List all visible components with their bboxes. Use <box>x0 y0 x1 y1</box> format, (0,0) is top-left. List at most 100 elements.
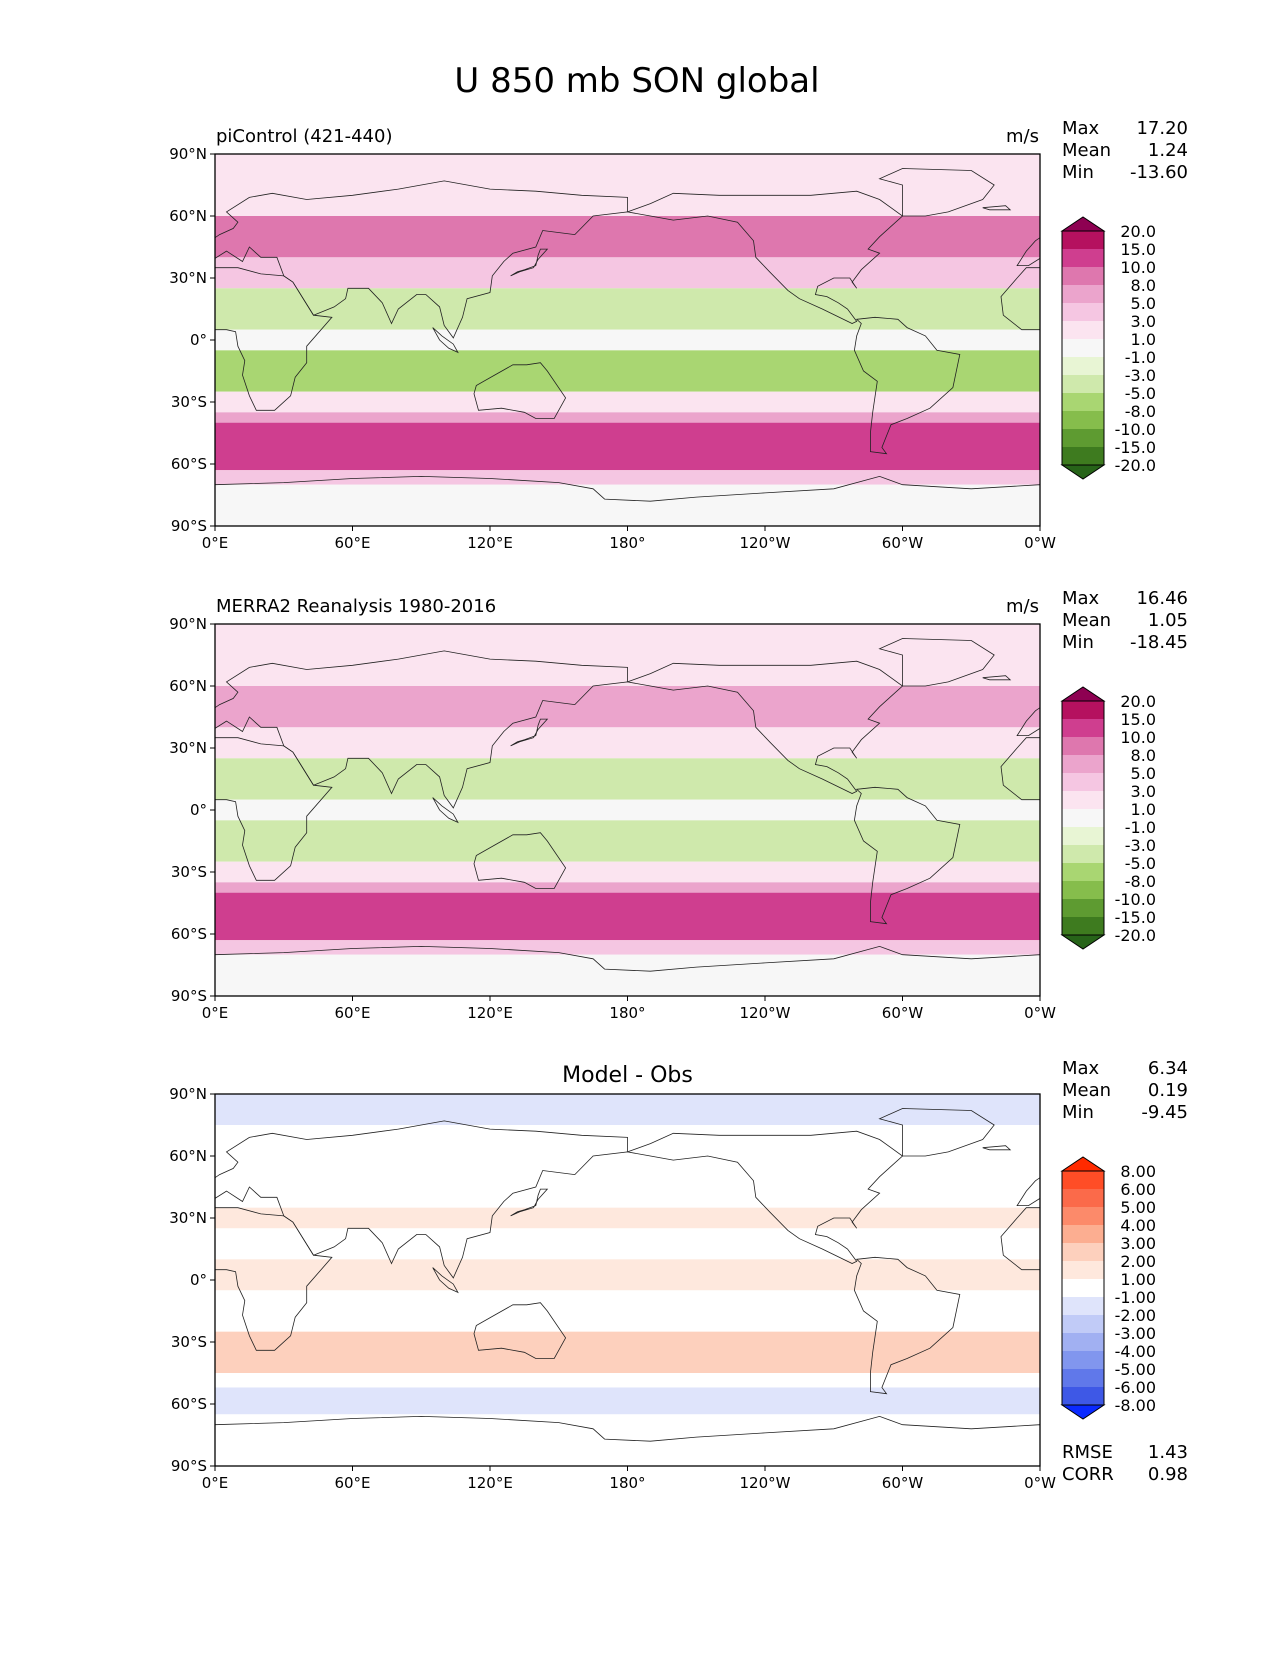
colorbar-segment <box>1062 827 1104 845</box>
field-band <box>215 1290 1040 1332</box>
coastline <box>432 1267 459 1294</box>
footer-stat-value: 0.98 <box>1148 1464 1188 1485</box>
y-tick-label: 90°N <box>169 1085 207 1103</box>
colorbar-label: 3.0 <box>1131 312 1156 331</box>
y-tick-label: 30°S <box>171 1333 207 1351</box>
panel-title: MERRA2 Reanalysis 1980-2016 <box>216 596 496 617</box>
colorbar: 8.006.005.004.003.002.001.00-1.00-2.00-3… <box>1060 1156 1156 1420</box>
x-tick-label: 180° <box>609 1004 645 1022</box>
field-band <box>215 1331 1040 1373</box>
colorbar-segment <box>1062 917 1104 935</box>
y-tick-label: 90°N <box>169 615 207 633</box>
y-tick-label: 30°N <box>169 1209 207 1227</box>
colorbar-label: -15.0 <box>1115 908 1156 927</box>
x-tick-label: 60°E <box>334 1004 370 1022</box>
colorbar-segment <box>1062 899 1104 917</box>
panel-1: 0°E 60°E 120°E 180° 120°W 60°W 0°W 90°N 60°N 30°N… <box>29 118 1188 552</box>
colorbar-label: -15.0 <box>1115 438 1156 457</box>
field-band <box>215 1387 1040 1415</box>
coastline <box>432 797 459 824</box>
figure-title: U 850 mb SON global <box>454 61 819 101</box>
colorbar-segment <box>1062 755 1104 773</box>
panel-title: piControl (421-440) <box>216 126 392 147</box>
x-tick-label: 0°W <box>1024 1474 1056 1492</box>
field-band <box>215 882 1040 893</box>
coastline <box>215 267 333 411</box>
colorbar-outline <box>1061 230 1105 466</box>
colorbar-label: -4.00 <box>1115 1342 1156 1361</box>
coastline <box>215 1415 1040 1466</box>
field-band <box>215 1228 1040 1260</box>
coastline <box>853 1256 961 1395</box>
colorbar-label: 1.0 <box>1131 800 1156 819</box>
colorbar-segment <box>1062 719 1104 737</box>
coastline <box>510 1188 549 1217</box>
field-band <box>215 820 1040 862</box>
colorbar-label: 3.0 <box>1131 782 1156 801</box>
colorbar-label: -5.00 <box>1115 1360 1156 1379</box>
x-tick-label: 60°E <box>334 1474 370 1492</box>
coastline <box>473 362 567 419</box>
field-band <box>215 329 1040 351</box>
colorbar-segment <box>1062 375 1104 393</box>
colorbar-label: 8.00 <box>1120 1162 1156 1181</box>
y-tick-label: 60°N <box>169 677 207 695</box>
colorbar-extend-bottom <box>1060 934 1106 950</box>
stat-label: Min <box>1062 1102 1094 1123</box>
units-label: m/s <box>1006 596 1039 617</box>
colorbar-segment <box>1062 285 1104 303</box>
colorbar-label: 5.0 <box>1131 764 1156 783</box>
colorbar-segment <box>1062 1333 1104 1351</box>
x-tick-label: 0°E <box>202 1474 229 1492</box>
coastline <box>510 248 549 277</box>
colorbar-segment <box>1062 737 1104 755</box>
colorbar-label: -8.00 <box>1115 1396 1156 1415</box>
y-tick-label: 60°N <box>169 1147 207 1165</box>
colorbar-segment <box>1062 1171 1104 1189</box>
colorbar-label: -20.0 <box>1115 456 1156 475</box>
footer-stat-label: RMSE <box>1062 1442 1113 1463</box>
colorbar-label: 4.00 <box>1120 1216 1156 1235</box>
colorbar-label: -1.0 <box>1125 818 1156 837</box>
colorbar-label: 8.0 <box>1131 276 1156 295</box>
colorbar-label: -8.0 <box>1125 402 1156 421</box>
colorbar-label: -1.00 <box>1115 1288 1156 1307</box>
coastline <box>29 317 134 453</box>
colorbar-label: -3.0 <box>1125 366 1156 385</box>
colorbar-label: -1.0 <box>1125 348 1156 367</box>
coastline <box>473 832 567 889</box>
stat-label: Min <box>1062 162 1094 183</box>
colorbar-segment <box>1062 357 1104 375</box>
units-label: m/s <box>1006 126 1039 147</box>
panel-title: Model - Obs <box>562 1063 693 1088</box>
field-band <box>215 1259 1040 1291</box>
field-band <box>215 1373 1040 1388</box>
stat-label: Mean <box>1062 1080 1111 1101</box>
stat-value: 17.20 <box>1136 118 1188 139</box>
field-band <box>215 954 1040 996</box>
coastline <box>215 475 1040 526</box>
colorbar-segment <box>1062 791 1104 809</box>
y-tick-label: 0° <box>190 801 207 819</box>
panels: 0°E 60°E 120°E 180° 120°W 60°W 0°W 90°N 60°N 30°N… <box>0 118 1188 1492</box>
colorbar-label: -5.0 <box>1125 384 1156 403</box>
colorbar-segment <box>1062 863 1104 881</box>
coastline <box>29 1257 134 1393</box>
y-tick-label: 60°S <box>171 925 207 943</box>
x-tick-label: 180° <box>609 534 645 552</box>
colorbar-label: 3.00 <box>1120 1234 1156 1253</box>
field-band <box>215 1207 1040 1229</box>
x-tick-label: 120°E <box>467 1474 513 1492</box>
colorbar-label: -20.0 <box>1115 926 1156 945</box>
colorbar-label: 15.0 <box>1120 710 1156 729</box>
colorbar-label: -5.0 <box>1125 854 1156 873</box>
colorbar-segment <box>1062 1315 1104 1333</box>
x-tick-label: 60°W <box>882 1004 924 1022</box>
field-band <box>215 861 1040 883</box>
colorbar-segment <box>1062 701 1104 719</box>
colorbar-segment <box>1062 303 1104 321</box>
colorbar-label: -10.0 <box>1115 420 1156 439</box>
coastline <box>0 661 78 793</box>
colorbar-segment <box>1062 881 1104 899</box>
colorbar-label: 1.0 <box>1131 330 1156 349</box>
